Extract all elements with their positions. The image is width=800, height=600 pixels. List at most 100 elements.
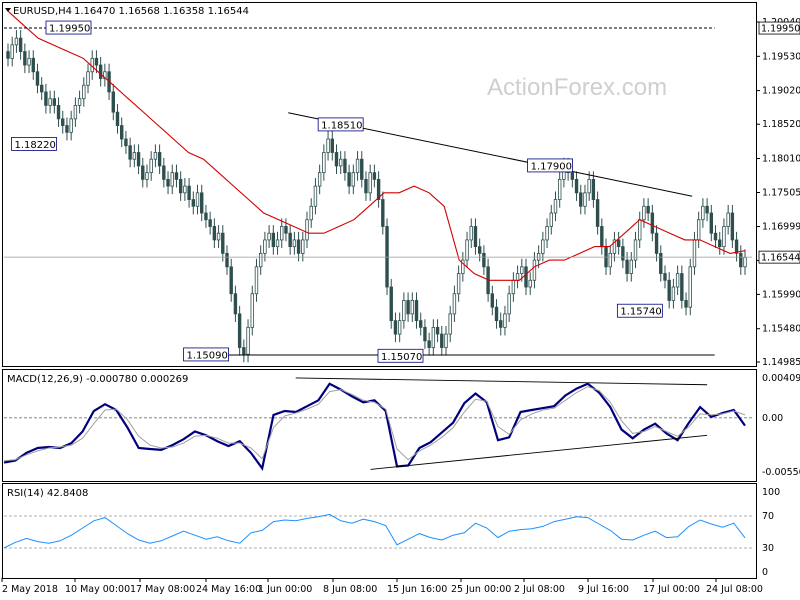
candle-body bbox=[162, 165, 166, 180]
candle-body bbox=[629, 259, 633, 274]
price-candle bbox=[360, 151, 364, 188]
candle-body bbox=[128, 145, 132, 160]
candle-body bbox=[633, 239, 638, 261]
price-candle bbox=[326, 130, 330, 161]
price-candle bbox=[532, 252, 537, 289]
price-candle bbox=[654, 225, 659, 262]
candle-body bbox=[254, 266, 259, 295]
price-candle bbox=[27, 50, 31, 74]
candle-body bbox=[355, 158, 360, 174]
x-tick-label: 10 May 00:00 bbox=[65, 584, 130, 595]
candle-body bbox=[317, 172, 322, 187]
candle-body bbox=[347, 172, 351, 187]
candle-body bbox=[528, 279, 532, 288]
candle-body bbox=[237, 313, 242, 348]
right-level-tag: 1.19950 bbox=[758, 21, 800, 35]
price-candle bbox=[14, 30, 19, 53]
candle-body bbox=[242, 347, 246, 355]
price-candle bbox=[410, 292, 414, 322]
price-candle bbox=[477, 238, 482, 262]
price-candle bbox=[406, 292, 410, 322]
price-candle bbox=[435, 319, 440, 343]
x-tick-label: 9 Jul 16:00 bbox=[578, 584, 629, 595]
price-candle bbox=[313, 178, 318, 215]
candle-body bbox=[570, 172, 575, 180]
price-panel-frame bbox=[2, 2, 757, 367]
candle-body bbox=[77, 98, 82, 106]
price-candle bbox=[141, 157, 145, 188]
ohlc-label: 1.16470 1.16568 1.16358 1.16544 bbox=[74, 6, 249, 17]
price-candle bbox=[734, 231, 739, 262]
candle-body bbox=[406, 300, 410, 315]
candle-body bbox=[503, 313, 507, 328]
candle-body bbox=[275, 239, 280, 248]
candle-body bbox=[330, 138, 334, 153]
price-candle bbox=[339, 151, 343, 175]
price-candle bbox=[44, 83, 48, 114]
candle-body bbox=[14, 37, 19, 46]
candle-body bbox=[604, 246, 608, 268]
price-candle bbox=[402, 292, 406, 329]
candle-body bbox=[667, 279, 671, 301]
candle-body bbox=[494, 306, 499, 322]
candle-body bbox=[654, 232, 659, 254]
candle-body bbox=[722, 226, 726, 248]
price-candle bbox=[23, 43, 27, 74]
price-candle bbox=[208, 211, 212, 235]
candle-body bbox=[431, 326, 436, 348]
moving-average-line bbox=[7, 10, 746, 281]
price-candle bbox=[263, 231, 267, 262]
candle-body bbox=[23, 51, 27, 66]
candle-body bbox=[44, 91, 48, 106]
candle-body bbox=[427, 340, 431, 348]
price-candle bbox=[292, 231, 297, 255]
price-candle bbox=[330, 130, 334, 161]
candle-body bbox=[309, 205, 313, 221]
candle-body bbox=[280, 226, 284, 241]
macd-y-tick-label: 0.00 bbox=[762, 413, 783, 424]
price-candle bbox=[515, 265, 520, 289]
price-candle bbox=[258, 245, 263, 275]
candle-body bbox=[31, 57, 35, 73]
x-tick-label: 25 Jun 00:00 bbox=[451, 584, 511, 595]
price-candle bbox=[233, 285, 238, 322]
price-candle bbox=[364, 171, 368, 201]
price-candle bbox=[642, 198, 646, 228]
candle-body bbox=[549, 212, 553, 227]
price-candle bbox=[120, 117, 124, 148]
candle-body bbox=[305, 219, 309, 241]
price-candle bbox=[153, 144, 158, 168]
candle-body bbox=[153, 152, 158, 160]
candle-body bbox=[621, 246, 625, 261]
price-candle bbox=[31, 50, 35, 80]
chart-menu-arrow-icon[interactable] bbox=[5, 8, 11, 12]
candle-body bbox=[18, 37, 23, 52]
price-candle bbox=[170, 164, 174, 195]
price-candle bbox=[61, 110, 65, 134]
price-candle bbox=[440, 326, 444, 356]
candle-body bbox=[187, 185, 191, 200]
price-candle bbox=[250, 285, 254, 336]
price-candle bbox=[456, 265, 461, 302]
price-candle bbox=[225, 245, 229, 275]
candle-body bbox=[616, 239, 621, 248]
price-candle bbox=[713, 225, 718, 248]
price-annotation: 1.15090 bbox=[183, 347, 229, 361]
price-candle bbox=[343, 151, 347, 181]
price-candle bbox=[237, 305, 242, 356]
candle-body bbox=[141, 165, 145, 180]
macd-panel-frame bbox=[2, 369, 757, 482]
candle-body bbox=[111, 91, 115, 113]
candle-body bbox=[178, 178, 183, 194]
price-candle bbox=[65, 117, 69, 141]
price-candle bbox=[667, 272, 671, 309]
price-candle bbox=[309, 198, 313, 228]
price-candle bbox=[718, 231, 722, 255]
price-candle bbox=[187, 178, 191, 208]
price-candle bbox=[157, 144, 162, 175]
macd-title: MACD(12,26,9) -0.000780 0.000269 bbox=[7, 374, 188, 385]
candle-body bbox=[73, 105, 78, 120]
candle-body bbox=[397, 320, 402, 335]
candle-body bbox=[507, 293, 511, 315]
price-candle bbox=[52, 90, 57, 114]
